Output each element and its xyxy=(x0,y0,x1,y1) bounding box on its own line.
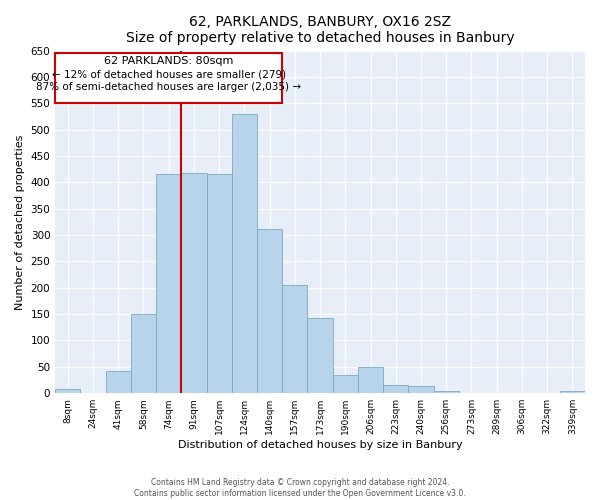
Bar xyxy=(206,174,232,393)
X-axis label: Distribution of detached houses by size in Banbury: Distribution of detached houses by size … xyxy=(178,440,463,450)
Y-axis label: Number of detached properties: Number of detached properties xyxy=(15,134,25,310)
Bar xyxy=(560,390,585,393)
Text: 62 PARKLANDS: 80sqm: 62 PARKLANDS: 80sqm xyxy=(104,56,233,66)
Text: Contains HM Land Registry data © Crown copyright and database right 2024.
Contai: Contains HM Land Registry data © Crown c… xyxy=(134,478,466,498)
Bar xyxy=(282,285,307,393)
Text: ← 12% of detached houses are smaller (279): ← 12% of detached houses are smaller (27… xyxy=(52,70,286,80)
Bar xyxy=(383,386,409,393)
Text: 87% of semi-detached houses are larger (2,035) →: 87% of semi-detached houses are larger (… xyxy=(36,82,301,92)
Bar xyxy=(257,228,282,393)
Bar xyxy=(181,174,206,393)
Bar xyxy=(358,368,383,393)
Bar xyxy=(131,314,156,393)
Bar xyxy=(434,391,459,393)
Bar xyxy=(232,114,257,393)
Bar xyxy=(156,174,181,393)
Bar xyxy=(106,370,131,393)
Bar xyxy=(55,389,80,393)
Title: 62, PARKLANDS, BANBURY, OX16 2SZ
Size of property relative to detached houses in: 62, PARKLANDS, BANBURY, OX16 2SZ Size of… xyxy=(126,15,514,45)
Bar xyxy=(409,386,434,393)
Bar xyxy=(332,375,358,393)
FancyBboxPatch shape xyxy=(55,53,282,104)
Bar xyxy=(307,318,332,393)
